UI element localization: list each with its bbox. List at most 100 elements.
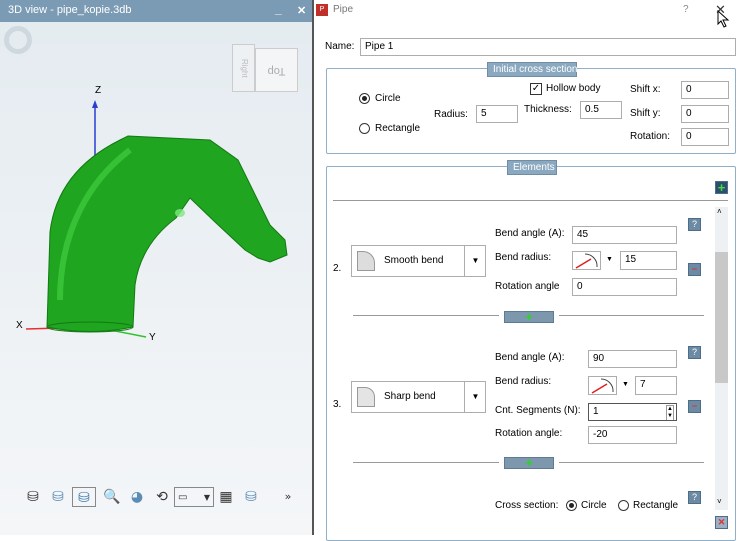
shift-x-input[interactable]: 0 — [681, 81, 729, 99]
dimension-icon[interactable]: ⛁ — [245, 489, 257, 505]
z-axis-arrow — [92, 100, 98, 108]
rotation-input[interactable]: 0 — [681, 128, 729, 146]
delete-icon[interactable]: ✕ — [715, 516, 728, 529]
bend-radius-input[interactable]: 15 — [620, 251, 677, 270]
divider — [353, 315, 499, 316]
divider — [559, 315, 704, 316]
segments-spinbox[interactable]: 1 ▲ ▼ — [588, 403, 677, 421]
initial-cross-section-legend: Initial cross section — [487, 62, 577, 77]
element-type-dropdown[interactable]: Sharp bend ▼ — [351, 381, 486, 413]
cs-circle-label: Circle — [581, 500, 607, 511]
3d-view-panel: 3D view - pipe_kopie.3db _ ✕ Right Top Z… — [0, 0, 314, 535]
divider — [559, 462, 704, 463]
segments-value: 1 — [593, 406, 599, 417]
cs-circle-radio[interactable] — [566, 500, 577, 511]
scroll-down-icon[interactable]: ˅ — [717, 497, 722, 506]
pipe-highlight — [57, 147, 132, 301]
segments-label: Cnt. Segments (N): — [495, 405, 581, 416]
zoom-window-icon[interactable]: ◕ — [130, 489, 144, 505]
divider — [353, 462, 499, 463]
rectangle-label: Rectangle — [375, 123, 421, 134]
hollow-body-checkbox[interactable]: ✓ — [530, 83, 542, 95]
help-icon[interactable]: ? — [688, 491, 701, 504]
view-cube-right[interactable]: Right — [232, 44, 255, 92]
cs-rectangle-radio[interactable] — [618, 500, 629, 511]
rectangle-radio[interactable] — [359, 123, 370, 134]
chevron-down-icon[interactable]: ▼ — [464, 382, 486, 412]
sharp-bend-icon — [357, 387, 375, 407]
x-axis-label: X — [16, 320, 23, 331]
bend-radius-input[interactable]: 7 — [635, 376, 677, 395]
3d-view-title: 3D view - pipe_kopie.3db — [8, 4, 132, 16]
thickness-label: Thickness: — [524, 104, 572, 115]
name-label: Name: — [325, 41, 355, 52]
shift-y-label: Shift y: — [630, 108, 661, 119]
pipe-specular — [175, 209, 185, 217]
cs-rectangle-label: Rectangle — [633, 500, 679, 511]
mesh-icon[interactable]: ▦ — [219, 489, 233, 505]
3d-scene[interactable] — [0, 0, 312, 480]
help-icon[interactable]: ? — [688, 346, 701, 359]
rotation-angle-label: Rotation angle — [495, 281, 560, 292]
3d-view-titlebar: 3D view - pipe_kopie.3db _ ✕ — [0, 0, 312, 22]
app-logo-icon: P — [316, 4, 328, 16]
shift-y-input[interactable]: 0 — [681, 105, 729, 123]
close-button[interactable]: ✕ — [297, 5, 307, 17]
insert-element-button[interactable]: + — [504, 456, 554, 469]
shaded-edges-cylinder-icon[interactable]: ⛁ — [72, 487, 96, 507]
element-number: 3. — [333, 399, 342, 410]
measure-dropdown[interactable]: ▭ ▼ — [174, 487, 214, 507]
bend-radius-label: Bend radius: — [495, 252, 552, 263]
rotate-icon[interactable]: ⟲ — [156, 489, 168, 505]
rotation-angle-input[interactable]: -20 — [588, 426, 677, 444]
scroll-up-icon[interactable]: ˄ — [717, 207, 722, 216]
remove-element-button[interactable]: − — [688, 400, 701, 413]
element-number: 2. — [333, 263, 342, 274]
add-element-top-button[interactable]: + — [715, 181, 728, 194]
elements-legend: Elements — [507, 160, 557, 175]
loading-spinner-icon — [4, 26, 32, 54]
smooth-bend-icon — [357, 251, 375, 271]
spinner-arrows-icon[interactable]: ▲ ▼ — [666, 405, 674, 420]
help-icon[interactable]: ? — [688, 218, 701, 231]
insert-element-button[interactable]: + — [504, 310, 554, 323]
zoom-fit-icon[interactable]: 🔍 — [103, 489, 121, 505]
bend-radius-type-icon[interactable] — [588, 376, 617, 395]
shaded-cylinder-icon[interactable]: ⛁ — [52, 489, 64, 505]
bend-radius-label: Bend radius: — [495, 376, 552, 387]
help-button[interactable]: ? — [683, 4, 689, 15]
view-cube[interactable]: Right Top — [232, 44, 300, 92]
bend-angle-label: Bend angle (A): — [495, 228, 565, 239]
circle-radio[interactable] — [359, 93, 370, 104]
divider — [333, 200, 728, 201]
bend-radius-type-icon[interactable] — [572, 251, 601, 270]
bend-radius-type-chevron-icon[interactable]: ▼ — [622, 381, 629, 388]
element-type-value: Smooth bend — [384, 255, 444, 266]
circle-label: Circle — [375, 93, 401, 104]
radius-input[interactable]: 5 — [476, 105, 518, 123]
scrollbar-thumb[interactable] — [715, 252, 728, 383]
elements-scrollbar[interactable]: ˄ ˅ — [715, 207, 728, 510]
rotation-angle-input[interactable]: 0 — [572, 278, 677, 296]
radius-label: Radius: — [434, 109, 468, 120]
element-type-dropdown[interactable]: Smooth bend ▼ — [351, 245, 486, 277]
chevron-down-icon[interactable]: ▼ — [464, 246, 486, 276]
remove-element-button[interactable]: − — [688, 263, 701, 276]
name-input[interactable]: Pipe 1 — [360, 38, 736, 56]
bend-angle-input[interactable]: 90 — [588, 350, 677, 368]
pipe-base-edge — [46, 321, 134, 333]
wireframe-cylinder-icon[interactable]: ⛁ — [27, 489, 39, 505]
bend-angle-input[interactable]: 45 — [572, 226, 677, 244]
thickness-input[interactable]: 0.5 — [580, 101, 622, 119]
hollow-body-label: Hollow body — [546, 83, 601, 94]
bend-angle-label: Bend angle (A): — [495, 352, 565, 363]
dialog-close-button[interactable]: ✕ — [715, 2, 726, 17]
rotation-label: Rotation: — [630, 131, 671, 142]
bend-radius-type-chevron-icon[interactable]: ▼ — [606, 256, 613, 263]
element-type-value: Sharp bend — [384, 391, 436, 402]
minimize-button[interactable]: _ — [275, 2, 282, 16]
more-tools-button[interactable]: » — [284, 490, 292, 503]
shift-x-label: Shift x: — [630, 84, 661, 95]
rotation-angle-label: Rotation angle: — [495, 428, 563, 439]
cross-section-label: Cross section: — [495, 500, 559, 511]
